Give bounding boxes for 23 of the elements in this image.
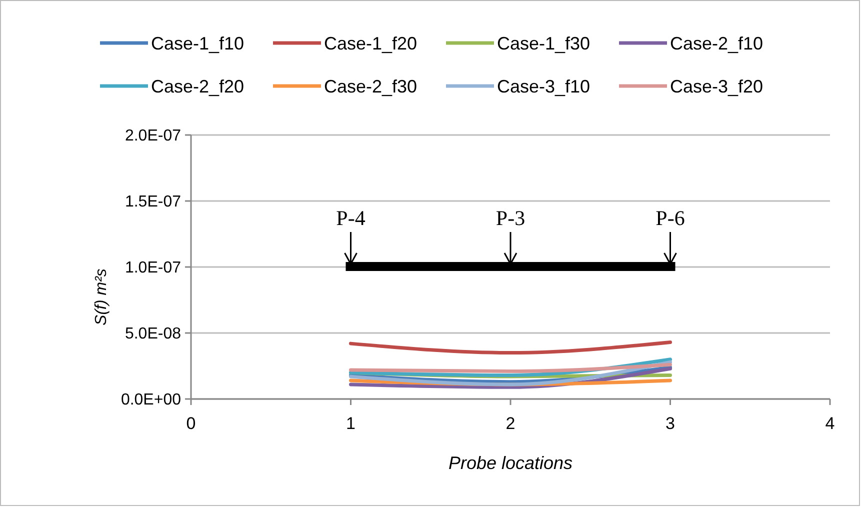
y-tick-label: 0.0E+00: [120, 392, 182, 409]
annotation: P-6: [656, 206, 685, 230]
y-tick-label: 1.5E-07: [124, 194, 182, 211]
x-tick-label: 0: [186, 414, 196, 433]
x-tick-label: 3: [666, 414, 675, 433]
x-tick-label: 4: [825, 414, 835, 433]
legend-label: Case-2_f20: [151, 76, 244, 96]
y-axis-title: S(f) m²s: [93, 268, 110, 326]
y-tick-label: 5.0E-08: [124, 326, 182, 343]
legend-label: Case-3_f20: [670, 76, 764, 96]
legend-label: Case-2_f10: [670, 33, 764, 54]
legend-label: Case-1_f10: [151, 33, 244, 54]
x-axis-title: Probe locations: [448, 453, 573, 473]
x-tick-label: 1: [346, 414, 356, 433]
legend-label: Case-1_f20: [324, 33, 418, 54]
y-tick-label: 1.0E-07: [124, 260, 182, 277]
annotation: P-3: [496, 206, 526, 230]
annotation: P-4: [336, 206, 366, 230]
legend-label: Case-1_f30: [497, 33, 590, 54]
legend-label: Case-2_f30: [324, 76, 418, 96]
legend-label: Case-3_f10: [497, 76, 590, 96]
y-tick-label: 2.0E-07: [124, 128, 182, 145]
x-tick-label: 2: [506, 414, 516, 433]
